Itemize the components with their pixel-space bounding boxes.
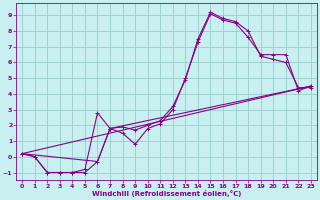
X-axis label: Windchill (Refroidissement éolien,°C): Windchill (Refroidissement éolien,°C) <box>92 190 241 197</box>
